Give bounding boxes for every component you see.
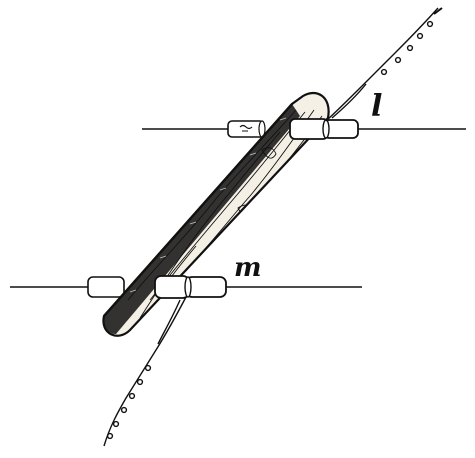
wooden-board [102,91,330,337]
upper-right-insulator [289,118,359,140]
lower-right-insulator [154,275,227,299]
upper-left-insulator [227,120,266,138]
label-m: m [234,253,262,283]
label-l: l [371,89,383,124]
upper-tie-wire [325,7,443,122]
lower-left-insulator [87,276,125,298]
lower-tie-wire [103,296,187,447]
